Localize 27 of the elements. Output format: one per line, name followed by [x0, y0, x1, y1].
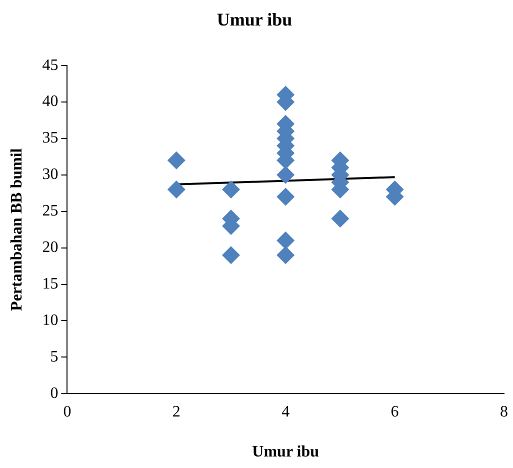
point [222, 180, 240, 199]
x-tick-label: 0 [63, 403, 72, 420]
y-tick-label: 0 [50, 384, 58, 402]
point [276, 166, 295, 184]
point [276, 246, 295, 264]
point [167, 180, 186, 199]
y-tick-label: 5 [50, 348, 58, 366]
y-tick-label: 15 [42, 275, 58, 292]
y-tick-label: 35 [42, 130, 58, 147]
point [331, 210, 350, 228]
y-tick-label: 30 [42, 166, 58, 184]
x-tick-label: 4 [282, 403, 290, 420]
x-tick-label: 6 [390, 403, 399, 420]
y-tick-label: 10 [42, 312, 58, 329]
y-tick-label: 25 [42, 202, 58, 220]
point [167, 151, 186, 170]
point [276, 232, 295, 250]
x-tick-label: 2 [172, 403, 180, 420]
y-tick-label: 20 [42, 239, 58, 256]
y-tick-label: 40 [42, 93, 58, 110]
point [276, 188, 295, 206]
y-axis-title: Pertambahan BB bumil [8, 148, 26, 311]
y-tick-label: 45 [42, 56, 58, 74]
chart-title: Umur ibu [216, 9, 292, 30]
x-tick-label: 8 [500, 403, 508, 420]
x-axis-title: Umur ibu [252, 444, 320, 461]
point [222, 246, 240, 264]
